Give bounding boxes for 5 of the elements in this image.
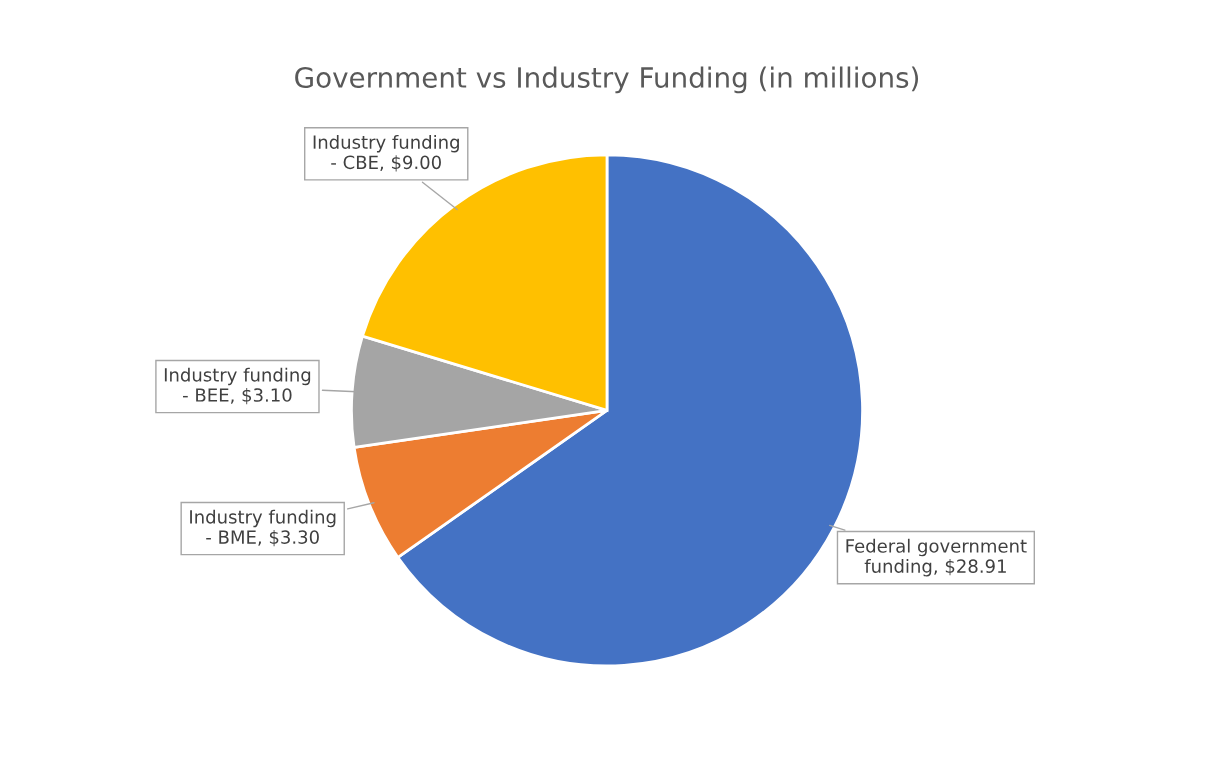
chart-title: Government vs Industry Funding (in millions): [295, 66, 919, 94]
slice-label: Industry funding - CBE, $9.00: [313, 134, 459, 172]
slice-label: Industry funding - BME, $3.30: [190, 509, 336, 547]
slice-label: Industry funding - BEE, $3.10: [164, 367, 311, 405]
slice-label: Federal government funding, $28.91: [846, 538, 1027, 577]
